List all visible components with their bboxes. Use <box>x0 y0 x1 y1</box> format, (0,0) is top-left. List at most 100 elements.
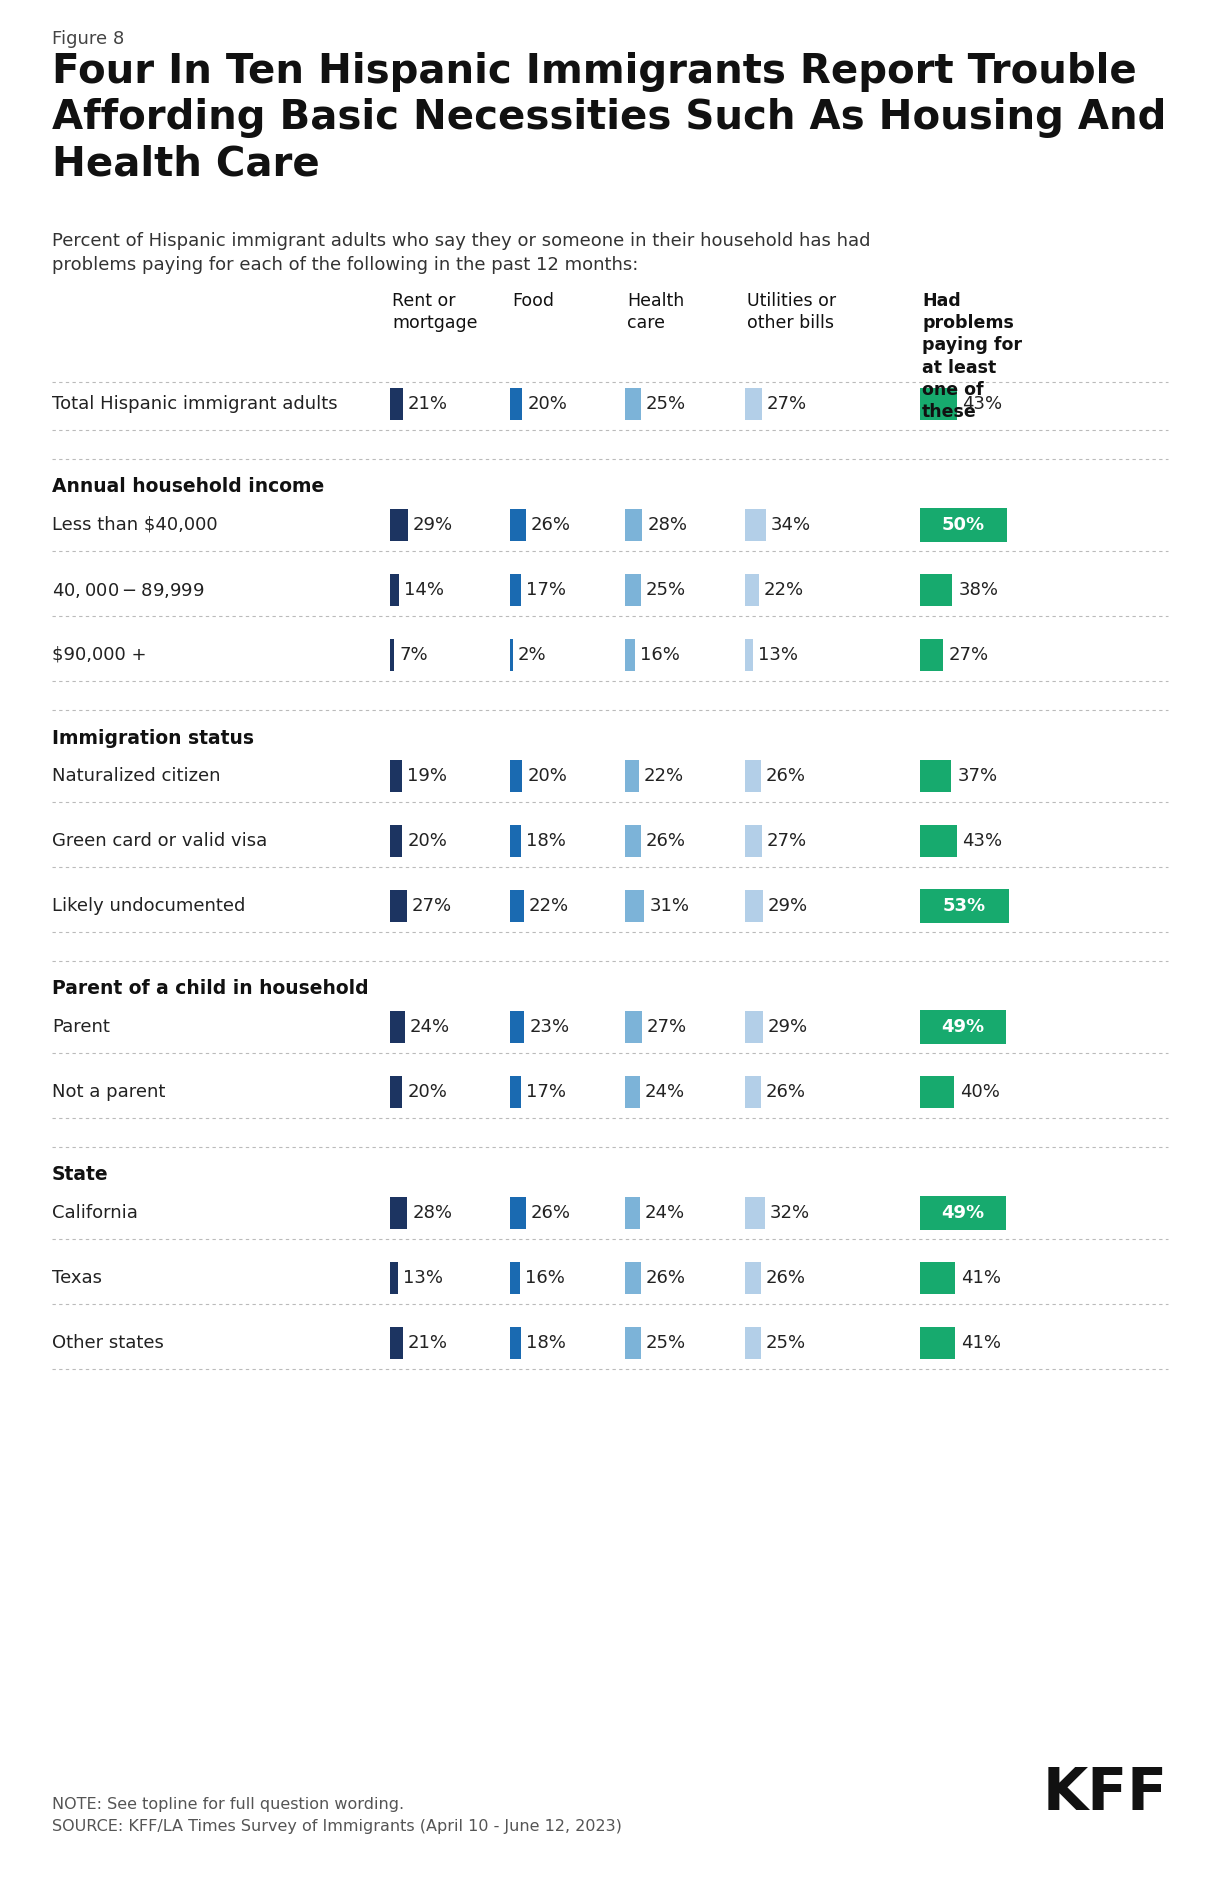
Bar <box>510 573 521 605</box>
Text: 29%: 29% <box>767 897 808 916</box>
Bar <box>625 573 640 605</box>
Text: Parent of a child in household: Parent of a child in household <box>52 980 368 999</box>
Text: 26%: 26% <box>766 1270 806 1287</box>
Bar <box>390 639 394 672</box>
Text: 18%: 18% <box>526 832 566 850</box>
Text: California: California <box>52 1203 138 1222</box>
Bar <box>510 509 526 541</box>
Bar <box>390 889 406 921</box>
Text: Had
problems
paying for
at least
one of
these: Had problems paying for at least one of … <box>922 291 1022 422</box>
Bar <box>745 1077 761 1109</box>
Text: Annual household income: Annual household income <box>52 477 325 496</box>
Text: NOTE: See topline for full question wording.
SOURCE: KFF/LA Times Survey of Immi: NOTE: See topline for full question word… <box>52 1797 622 1833</box>
Bar <box>510 1198 526 1230</box>
Text: Total Hispanic immigrant adults: Total Hispanic immigrant adults <box>52 395 338 412</box>
Text: 19%: 19% <box>406 766 447 785</box>
Text: 25%: 25% <box>645 1334 686 1353</box>
Bar <box>745 1198 765 1230</box>
Text: 17%: 17% <box>526 581 566 600</box>
Text: 21%: 21% <box>407 395 448 412</box>
Bar <box>920 1010 1005 1044</box>
Bar <box>390 761 401 793</box>
Bar <box>510 1262 520 1294</box>
Text: $40,000-$89,999: $40,000-$89,999 <box>52 581 205 600</box>
Text: Other states: Other states <box>52 1334 163 1353</box>
Text: Immigration status: Immigration status <box>52 728 254 747</box>
Bar <box>920 573 953 605</box>
Text: 7%: 7% <box>399 645 428 664</box>
Bar <box>390 825 403 857</box>
Text: Figure 8: Figure 8 <box>52 30 124 47</box>
Text: 43%: 43% <box>963 832 1003 850</box>
Bar <box>745 639 753 672</box>
Bar <box>625 509 643 541</box>
Text: 27%: 27% <box>949 645 989 664</box>
Bar <box>390 1326 403 1358</box>
Bar <box>510 1010 525 1042</box>
Bar <box>510 1326 521 1358</box>
Bar <box>510 388 522 420</box>
Bar <box>745 388 761 420</box>
Text: 41%: 41% <box>961 1334 1000 1353</box>
Bar <box>510 1077 521 1109</box>
Bar <box>625 388 640 420</box>
Text: 37%: 37% <box>958 766 998 785</box>
Text: Green card or valid visa: Green card or valid visa <box>52 832 267 850</box>
Bar <box>920 761 952 793</box>
Bar <box>625 761 638 793</box>
Text: Less than $40,000: Less than $40,000 <box>52 517 217 534</box>
Text: 27%: 27% <box>766 832 806 850</box>
Text: Not a parent: Not a parent <box>52 1082 166 1101</box>
Text: State: State <box>52 1165 109 1184</box>
Text: Rent or
mortgage: Rent or mortgage <box>392 291 477 333</box>
Bar <box>390 1262 398 1294</box>
Text: 26%: 26% <box>766 1082 806 1101</box>
Text: Texas: Texas <box>52 1270 102 1287</box>
Text: Likely undocumented: Likely undocumented <box>52 897 245 916</box>
Text: 22%: 22% <box>644 766 683 785</box>
Text: 27%: 27% <box>766 395 806 412</box>
Bar <box>510 889 523 921</box>
Text: Parent: Parent <box>52 1018 110 1037</box>
Text: 28%: 28% <box>412 1203 453 1222</box>
Bar <box>390 1198 407 1230</box>
Text: 23%: 23% <box>529 1018 570 1037</box>
Text: 27%: 27% <box>411 897 451 916</box>
Text: 16%: 16% <box>525 1270 565 1287</box>
Text: KFF: KFF <box>1043 1765 1168 1822</box>
Text: 26%: 26% <box>531 517 571 534</box>
Text: 29%: 29% <box>767 1018 808 1037</box>
Bar <box>745 573 759 605</box>
Text: 18%: 18% <box>526 1334 566 1353</box>
Text: 17%: 17% <box>526 1082 566 1101</box>
Text: 49%: 49% <box>942 1018 985 1037</box>
Text: 28%: 28% <box>648 517 687 534</box>
Text: Percent of Hispanic immigrant adults who say they or someone in their household : Percent of Hispanic immigrant adults who… <box>52 233 871 274</box>
Text: 25%: 25% <box>645 581 686 600</box>
Bar <box>390 573 399 605</box>
Text: 34%: 34% <box>771 517 811 534</box>
Bar <box>625 889 644 921</box>
Bar <box>625 1077 639 1109</box>
Bar <box>920 507 1006 541</box>
Text: 27%: 27% <box>647 1018 687 1037</box>
Bar <box>510 761 522 793</box>
Text: 38%: 38% <box>958 581 998 600</box>
Text: 24%: 24% <box>410 1018 450 1037</box>
Bar <box>510 639 512 672</box>
Text: 2%: 2% <box>518 645 547 664</box>
Bar <box>510 825 521 857</box>
Bar <box>920 639 943 672</box>
Text: 26%: 26% <box>531 1203 571 1222</box>
Text: 20%: 20% <box>407 832 448 850</box>
Text: 20%: 20% <box>407 1082 448 1101</box>
Bar <box>920 825 956 857</box>
Text: 24%: 24% <box>645 1203 684 1222</box>
Text: 43%: 43% <box>963 395 1003 412</box>
Text: 20%: 20% <box>527 766 567 785</box>
Bar <box>625 1010 642 1042</box>
Text: 25%: 25% <box>645 395 686 412</box>
Text: 21%: 21% <box>407 1334 448 1353</box>
Text: 31%: 31% <box>649 897 689 916</box>
Bar <box>625 1198 639 1230</box>
